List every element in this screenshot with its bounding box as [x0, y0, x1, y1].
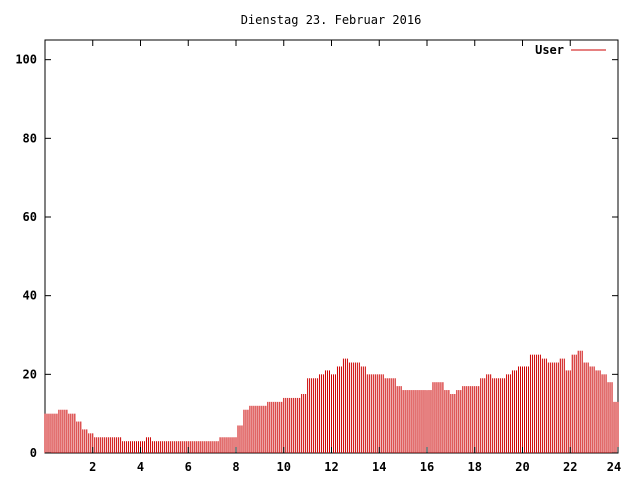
bar-series — [44, 350, 619, 453]
x-tick-label: 20 — [515, 460, 529, 474]
y-tick-label: 100 — [15, 53, 37, 67]
x-tick-label: 24 — [607, 460, 621, 474]
legend-label-user: User — [535, 43, 564, 57]
x-tick-label: 18 — [468, 460, 482, 474]
x-tick-label: 2 — [89, 460, 96, 474]
y-tick-label: 40 — [23, 289, 37, 303]
x-tick-label: 4 — [137, 460, 144, 474]
x-tick-label: 16 — [420, 460, 434, 474]
y-tick-label: 20 — [23, 367, 37, 381]
y-tick-label: 0 — [30, 446, 37, 460]
y-tick-label: 60 — [23, 210, 37, 224]
y-axis: 0 20 40 60 80 100 — [15, 53, 618, 460]
x-axis: 2 4 6 8 10 12 14 16 18 20 22 24 — [89, 40, 621, 474]
x-tick-label: 10 — [277, 460, 291, 474]
x-tick-label: 8 — [232, 460, 239, 474]
y-tick-label: 80 — [23, 131, 37, 145]
chart-title: Dienstag 23. Februar 2016 — [241, 13, 422, 27]
x-tick-label: 22 — [563, 460, 577, 474]
x-tick-label: 6 — [185, 460, 192, 474]
x-tick-label: 14 — [372, 460, 386, 474]
legend: User — [535, 43, 606, 57]
x-tick-label: 12 — [324, 460, 338, 474]
